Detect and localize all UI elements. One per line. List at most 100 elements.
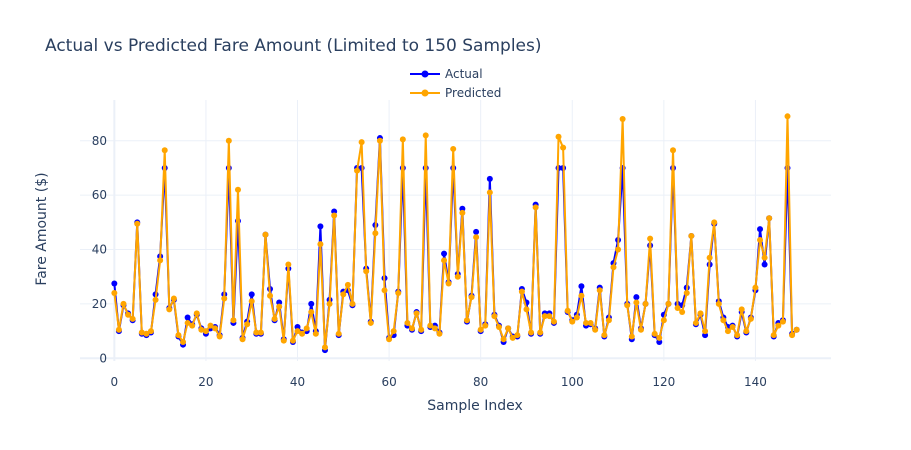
data-point-predicted[interactable] xyxy=(198,326,205,333)
data-point-predicted[interactable] xyxy=(752,284,759,291)
data-point-predicted[interactable] xyxy=(555,133,562,140)
data-point-predicted[interactable] xyxy=(294,328,301,335)
data-point-predicted[interactable] xyxy=(216,333,223,340)
data-point-predicted[interactable] xyxy=(125,311,132,318)
data-point-predicted[interactable] xyxy=(170,295,177,302)
legend[interactable]: Actual Predicted xyxy=(410,67,501,100)
data-point-predicted[interactable] xyxy=(271,315,278,322)
data-point-predicted[interactable] xyxy=(738,306,745,313)
data-point-predicted[interactable] xyxy=(331,212,338,219)
data-point-predicted[interactable] xyxy=(647,235,654,242)
data-point-predicted[interactable] xyxy=(441,257,448,264)
data-point-predicted[interactable] xyxy=(404,319,411,326)
data-point-predicted[interactable] xyxy=(624,302,631,309)
data-point-predicted[interactable] xyxy=(633,299,640,306)
data-point-predicted[interactable] xyxy=(793,326,800,333)
data-point-predicted[interactable] xyxy=(628,333,635,340)
data-point-predicted[interactable] xyxy=(468,294,475,301)
data-point-predicted[interactable] xyxy=(189,322,196,329)
data-point-predicted[interactable] xyxy=(262,231,269,238)
data-point-predicted[interactable] xyxy=(395,290,402,297)
data-point-predicted[interactable] xyxy=(605,317,612,324)
data-point-predicted[interactable] xyxy=(372,230,379,237)
data-point-predicted[interactable] xyxy=(253,329,260,336)
plot-area[interactable] xyxy=(111,113,800,354)
data-point-predicted[interactable] xyxy=(221,295,228,302)
data-point-predicted[interactable] xyxy=(459,209,466,216)
data-point-predicted[interactable] xyxy=(363,268,370,275)
data-point-predicted[interactable] xyxy=(670,147,677,154)
data-point-predicted[interactable] xyxy=(335,330,342,337)
data-point-predicted[interactable] xyxy=(583,319,590,326)
data-point-predicted[interactable] xyxy=(715,300,722,307)
data-point-predicted[interactable] xyxy=(509,334,516,341)
data-point-predicted[interactable] xyxy=(651,330,658,337)
data-point-predicted[interactable] xyxy=(431,325,438,332)
data-point-predicted[interactable] xyxy=(491,313,498,320)
data-point-predicted[interactable] xyxy=(637,326,644,333)
data-point-predicted[interactable] xyxy=(299,330,306,337)
data-point-predicted[interactable] xyxy=(610,264,617,271)
data-point-predicted[interactable] xyxy=(326,300,333,307)
data-point-predicted[interactable] xyxy=(367,319,374,326)
data-point-predicted[interactable] xyxy=(706,254,713,261)
data-point-predicted[interactable] xyxy=(358,139,365,146)
data-point-actual[interactable] xyxy=(578,283,585,290)
data-point-predicted[interactable] xyxy=(766,215,773,222)
data-point-predicted[interactable] xyxy=(120,300,127,307)
data-point-predicted[interactable] xyxy=(147,328,154,335)
data-point-predicted[interactable] xyxy=(157,257,164,264)
data-point-predicted[interactable] xyxy=(500,336,507,343)
data-point-predicted[interactable] xyxy=(757,237,764,244)
data-point-predicted[interactable] xyxy=(422,132,429,139)
data-point-predicted[interactable] xyxy=(734,332,741,339)
data-point-predicted[interactable] xyxy=(239,336,246,343)
data-point-actual[interactable] xyxy=(308,300,315,307)
data-point-predicted[interactable] xyxy=(418,326,425,333)
data-point-predicted[interactable] xyxy=(784,113,791,120)
data-point-predicted[interactable] xyxy=(523,306,530,313)
data-point-predicted[interactable] xyxy=(111,290,118,297)
data-point-predicted[interactable] xyxy=(528,329,535,336)
data-point-predicted[interactable] xyxy=(601,332,608,339)
data-point-predicted[interactable] xyxy=(344,281,351,288)
series-predicted[interactable] xyxy=(111,113,800,351)
data-point-predicted[interactable] xyxy=(225,137,232,144)
data-point-predicted[interactable] xyxy=(152,296,159,303)
data-point-predicted[interactable] xyxy=(596,287,603,294)
data-point-predicted[interactable] xyxy=(280,337,287,344)
data-point-predicted[interactable] xyxy=(747,315,754,322)
data-point-predicted[interactable] xyxy=(285,261,292,268)
data-point-predicted[interactable] xyxy=(770,332,777,339)
data-point-predicted[interactable] xyxy=(175,332,182,339)
data-point-predicted[interactable] xyxy=(656,334,663,341)
data-point-predicted[interactable] xyxy=(340,291,347,298)
data-point-predicted[interactable] xyxy=(779,318,786,325)
data-point-predicted[interactable] xyxy=(692,319,699,326)
data-point-predicted[interactable] xyxy=(573,314,580,321)
data-point-predicted[interactable] xyxy=(276,303,283,310)
data-point-predicted[interactable] xyxy=(230,317,237,324)
data-point-predicted[interactable] xyxy=(482,322,489,329)
data-point-predicted[interactable] xyxy=(289,337,296,344)
data-point-predicted[interactable] xyxy=(724,328,731,335)
data-point-predicted[interactable] xyxy=(321,344,328,351)
data-point-predicted[interactable] xyxy=(413,310,420,317)
data-point-predicted[interactable] xyxy=(312,330,319,337)
data-point-predicted[interactable] xyxy=(129,315,136,322)
data-point-predicted[interactable] xyxy=(619,116,626,123)
data-point-predicted[interactable] xyxy=(207,322,214,329)
data-point-predicted[interactable] xyxy=(184,319,191,326)
data-point-predicted[interactable] xyxy=(532,204,539,211)
legend-item-predicted[interactable]: Predicted xyxy=(410,86,501,100)
data-point-predicted[interactable] xyxy=(267,292,274,299)
data-point-predicted[interactable] xyxy=(134,220,141,227)
data-point-predicted[interactable] xyxy=(505,325,512,332)
data-point-predicted[interactable] xyxy=(257,329,264,336)
data-point-actual[interactable] xyxy=(761,261,768,268)
data-point-predicted[interactable] xyxy=(354,167,361,174)
data-point-predicted[interactable] xyxy=(592,326,599,333)
data-point-predicted[interactable] xyxy=(381,287,388,294)
data-point-predicted[interactable] xyxy=(541,313,548,320)
data-point-predicted[interactable] xyxy=(697,310,704,317)
